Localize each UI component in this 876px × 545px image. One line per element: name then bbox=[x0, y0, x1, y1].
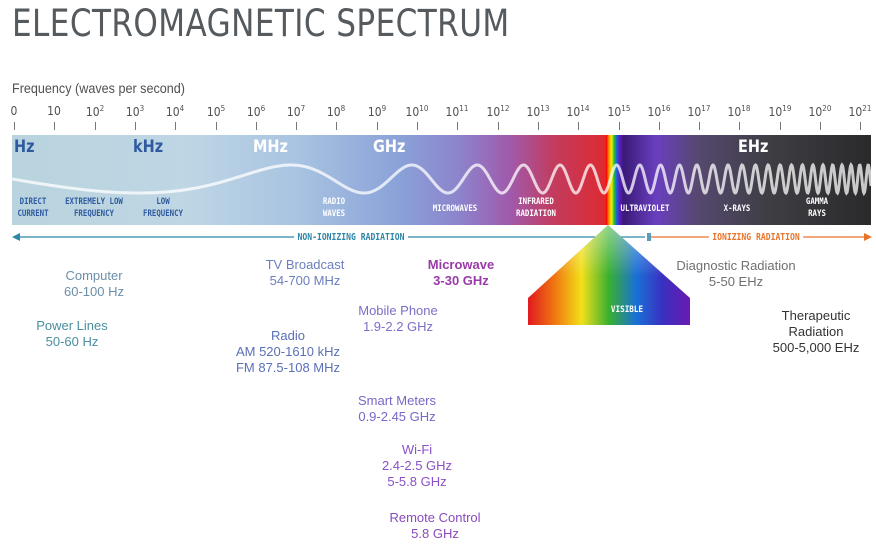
axis-label: Frequency (waves per second) bbox=[12, 80, 185, 96]
tick-mark bbox=[175, 122, 177, 130]
tick-mark bbox=[618, 122, 620, 130]
example-smart-meters: Smart Meters 0.9-2.45 GHz bbox=[357, 393, 437, 424]
region-xrays: X-RAYS bbox=[723, 204, 751, 214]
region-ultraviolet: ULTRAVIOLET bbox=[620, 204, 670, 214]
region-radio-waves: RADIO WAVES bbox=[322, 197, 346, 219]
tick-mark bbox=[215, 122, 217, 130]
example-tv-broadcast: TV Broadcast 54-700 MHz bbox=[265, 257, 345, 288]
tick-mark bbox=[417, 122, 418, 130]
tick-mark bbox=[94, 122, 96, 130]
tick-label: 1015 bbox=[607, 104, 630, 119]
unit-mhz: MHz bbox=[253, 137, 288, 157]
tick-mark bbox=[14, 122, 15, 130]
tick-mark bbox=[457, 122, 459, 130]
tick-label: 1010 bbox=[405, 104, 429, 119]
visible-prism bbox=[528, 225, 690, 325]
tick-label: 106 bbox=[246, 104, 265, 119]
tick-mark bbox=[376, 122, 378, 130]
tick-mark bbox=[134, 122, 136, 130]
unit-ghz: GHz bbox=[373, 137, 406, 157]
tick-label: 102 bbox=[85, 104, 104, 119]
tick-mark bbox=[336, 122, 338, 130]
unit-khz: kHz bbox=[133, 137, 164, 157]
tick-mark bbox=[537, 122, 539, 130]
tick-mark bbox=[497, 122, 499, 130]
tick-mark bbox=[255, 122, 257, 130]
tick-mark bbox=[578, 122, 580, 130]
tick-mark bbox=[54, 122, 56, 130]
unit-ehz: EHz bbox=[738, 137, 769, 157]
example-computer: Computer 60-100 Hz bbox=[64, 268, 124, 299]
example-remote-control: Remote Control 5.8 GHz bbox=[389, 510, 481, 541]
tick-label: 1020 bbox=[808, 104, 832, 119]
tick-label: 1018 bbox=[727, 104, 751, 119]
example-diagnostic-radiation: Diagnostic Radiation 5-50 EHz bbox=[676, 258, 796, 289]
tick-mark bbox=[779, 122, 781, 130]
tick-label: 1014 bbox=[566, 104, 590, 119]
region-gamma-rays: GAMMA RAYS bbox=[805, 197, 829, 219]
unit-hz: Hz bbox=[14, 137, 35, 157]
tick-label: 105 bbox=[206, 104, 225, 119]
example-mobile-phone: Mobile Phone 1.9-2.2 GHz bbox=[358, 303, 438, 334]
tick-mark bbox=[739, 122, 741, 130]
example-microwave: Microwave 3-30 GHz bbox=[427, 257, 495, 288]
example-power-lines: Power Lines 50-60 Hz bbox=[36, 318, 108, 349]
tick-mark bbox=[820, 122, 821, 130]
tick-label: 0 bbox=[10, 104, 18, 118]
region-infrared: INFRARED RADIATION bbox=[515, 197, 557, 219]
tick-mark bbox=[699, 122, 701, 130]
tick-label: 1019 bbox=[768, 104, 792, 119]
tick-label: 107 bbox=[286, 104, 306, 119]
region-microwaves: MICROWAVES bbox=[432, 204, 478, 214]
tick-label: 1011 bbox=[445, 104, 469, 119]
visible-label: VISIBLE bbox=[610, 305, 644, 315]
region-lf: LOW FREQUENCY bbox=[142, 197, 184, 219]
tick-label: 108 bbox=[327, 104, 346, 119]
tick-label: 1017 bbox=[687, 104, 711, 119]
tick-label: 109 bbox=[367, 104, 386, 119]
example-radio: Radio AM 520-1610 kHz FM 87.5-108 MHz bbox=[235, 328, 341, 375]
region-direct-current: DIRECT CURRENT bbox=[17, 197, 49, 219]
tick-label: 1021 bbox=[848, 104, 872, 119]
example-wifi: Wi-Fi 2.4-2.5 GHz 5-5.8 GHz bbox=[381, 442, 453, 489]
tick-mark bbox=[658, 122, 660, 130]
ionizing-label: IONIZING RADIATION bbox=[708, 232, 804, 243]
non-ionizing-label: NON-IONIZING RADIATION bbox=[294, 232, 408, 243]
tick-label: 103 bbox=[125, 104, 145, 119]
tick-label: 1016 bbox=[647, 104, 671, 119]
region-elf: EXTREMELY LOW FREQUENCY bbox=[65, 197, 123, 219]
wave-line bbox=[11, 162, 873, 197]
example-therapeutic-radiation: Therapeutic Radiation 500-5,000 EHz bbox=[772, 308, 860, 355]
tick-mark bbox=[296, 122, 298, 130]
spectrum-band bbox=[12, 135, 871, 225]
page-title: ELECTROMAGNETIC SPECTRUM bbox=[12, 2, 510, 45]
tick-label: 10 bbox=[47, 104, 62, 118]
tick-label: 104 bbox=[166, 104, 185, 119]
tick-mark bbox=[860, 122, 862, 130]
tick-label: 1012 bbox=[486, 104, 510, 119]
tick-label: 1013 bbox=[526, 104, 550, 119]
